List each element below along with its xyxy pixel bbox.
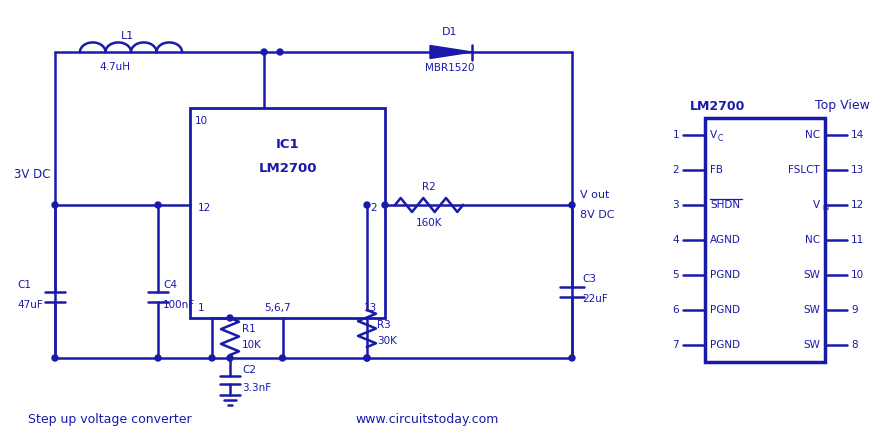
Text: 10: 10	[851, 270, 864, 280]
Text: NC: NC	[805, 235, 820, 245]
Text: 1: 1	[673, 130, 679, 140]
Circle shape	[280, 355, 285, 361]
Circle shape	[364, 355, 370, 361]
Text: Step up voltage converter: Step up voltage converter	[28, 413, 192, 426]
Text: 5,6,7: 5,6,7	[265, 303, 290, 313]
Text: C4: C4	[163, 280, 177, 289]
Text: 3: 3	[673, 200, 679, 210]
Text: PGND: PGND	[710, 340, 740, 349]
Text: 30K: 30K	[377, 336, 396, 346]
Text: 3V DC: 3V DC	[13, 168, 50, 181]
Circle shape	[569, 202, 575, 208]
Circle shape	[155, 355, 161, 361]
Text: D1: D1	[442, 27, 458, 37]
Text: SHDN: SHDN	[710, 200, 740, 210]
Text: IN: IN	[822, 205, 830, 211]
Text: 8: 8	[851, 340, 858, 349]
Text: 11: 11	[851, 235, 864, 245]
FancyBboxPatch shape	[705, 118, 825, 362]
Text: 2: 2	[673, 165, 679, 175]
Text: L1: L1	[120, 31, 134, 41]
Text: 7: 7	[673, 340, 679, 349]
Circle shape	[227, 355, 233, 361]
Text: 22uF: 22uF	[582, 295, 608, 305]
Circle shape	[364, 355, 370, 361]
Text: 2: 2	[371, 203, 377, 213]
Text: 6: 6	[673, 305, 679, 315]
Text: LM2700: LM2700	[258, 162, 316, 175]
Text: AGND: AGND	[710, 235, 741, 245]
Text: 5: 5	[673, 270, 679, 280]
Circle shape	[227, 315, 233, 321]
Text: 4.7uH: 4.7uH	[100, 62, 130, 72]
Text: SW: SW	[803, 305, 820, 315]
Circle shape	[382, 202, 388, 208]
Text: R1: R1	[242, 324, 256, 334]
Text: 14: 14	[851, 130, 864, 140]
Text: 10: 10	[195, 116, 208, 126]
FancyBboxPatch shape	[190, 108, 385, 318]
Text: V out: V out	[580, 190, 609, 200]
Text: C3: C3	[582, 274, 596, 285]
Text: 100nF: 100nF	[163, 299, 195, 309]
Circle shape	[155, 202, 161, 208]
Text: PGND: PGND	[710, 305, 740, 315]
Text: LM2700: LM2700	[690, 99, 746, 112]
Text: 8V DC: 8V DC	[580, 210, 615, 220]
Text: 160K: 160K	[416, 218, 442, 228]
Text: R2: R2	[422, 182, 436, 192]
Text: FSLCT: FSLCT	[789, 165, 820, 175]
Text: FB: FB	[710, 165, 723, 175]
Circle shape	[52, 202, 58, 208]
Text: NC: NC	[805, 130, 820, 140]
Text: C1: C1	[17, 280, 31, 289]
Text: SW: SW	[803, 270, 820, 280]
Text: SW: SW	[803, 340, 820, 349]
Text: R3: R3	[377, 320, 391, 330]
Text: C2: C2	[242, 365, 256, 375]
Text: MBR1520: MBR1520	[425, 63, 475, 73]
Text: 3.3nF: 3.3nF	[242, 383, 271, 393]
Text: V: V	[813, 200, 820, 210]
Text: 13: 13	[851, 165, 864, 175]
Text: 10K: 10K	[242, 340, 262, 349]
Circle shape	[52, 355, 58, 361]
Text: 1: 1	[198, 303, 205, 313]
Polygon shape	[430, 45, 472, 58]
Text: 12: 12	[851, 200, 864, 210]
Text: 13: 13	[364, 303, 377, 313]
Circle shape	[261, 49, 267, 55]
Circle shape	[569, 355, 575, 361]
Text: PGND: PGND	[710, 270, 740, 280]
Text: IC1: IC1	[275, 139, 299, 152]
Circle shape	[277, 49, 283, 55]
Text: 4: 4	[673, 235, 679, 245]
Circle shape	[364, 202, 370, 208]
Text: C: C	[718, 134, 723, 143]
Text: Top View: Top View	[815, 99, 870, 112]
Text: 47uF: 47uF	[17, 299, 43, 309]
Text: 9: 9	[851, 305, 858, 315]
Circle shape	[209, 355, 215, 361]
Text: V: V	[710, 130, 717, 140]
Text: www.circuitstoday.com: www.circuitstoday.com	[355, 413, 498, 426]
Text: 12: 12	[198, 203, 211, 213]
